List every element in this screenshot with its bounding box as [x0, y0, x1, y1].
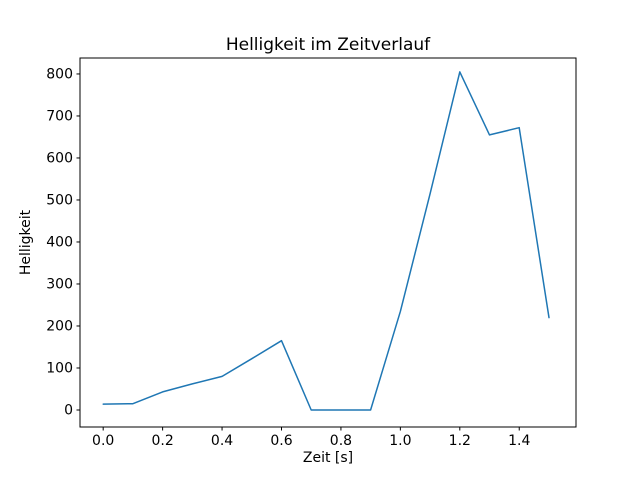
x-tick-label: 1.0 — [389, 433, 411, 449]
y-tick-label: 100 — [46, 360, 73, 376]
y-tick-label: 600 — [46, 150, 73, 166]
x-tick-label: 0.4 — [211, 433, 233, 449]
x-tick-label: 1.2 — [449, 433, 471, 449]
y-tick-label: 300 — [46, 276, 73, 292]
y-tick-label: 400 — [46, 234, 73, 250]
axes-frame — [79, 57, 577, 428]
x-tick-label: 0.2 — [151, 433, 173, 449]
series-layer — [102, 71, 550, 411]
y-tick-label: 700 — [46, 108, 73, 124]
y-tick-label: 200 — [46, 318, 73, 334]
y-tick-label: 0 — [64, 402, 73, 418]
y-tick-label: 500 — [46, 192, 73, 208]
data-line-helligkeit — [102, 71, 550, 411]
x-tick-label: 1.4 — [508, 433, 530, 449]
y-tick-label: 800 — [46, 66, 73, 82]
x-tick-label: 0.6 — [270, 433, 292, 449]
x-axis-label: Zeit [s] — [303, 450, 353, 466]
chart-title: Helligkeit im Zeitverlauf — [226, 35, 431, 55]
x-tick-label: 0.0 — [92, 433, 114, 449]
x-tick-label: 0.8 — [330, 433, 352, 449]
axes-layer: 0.0 0.2 0.4 0.6 0.8 1.0 1.2 1.4 0 100 200 300 400 500… — [46, 57, 577, 449]
y-axis-label: Helligkeit — [18, 209, 34, 275]
